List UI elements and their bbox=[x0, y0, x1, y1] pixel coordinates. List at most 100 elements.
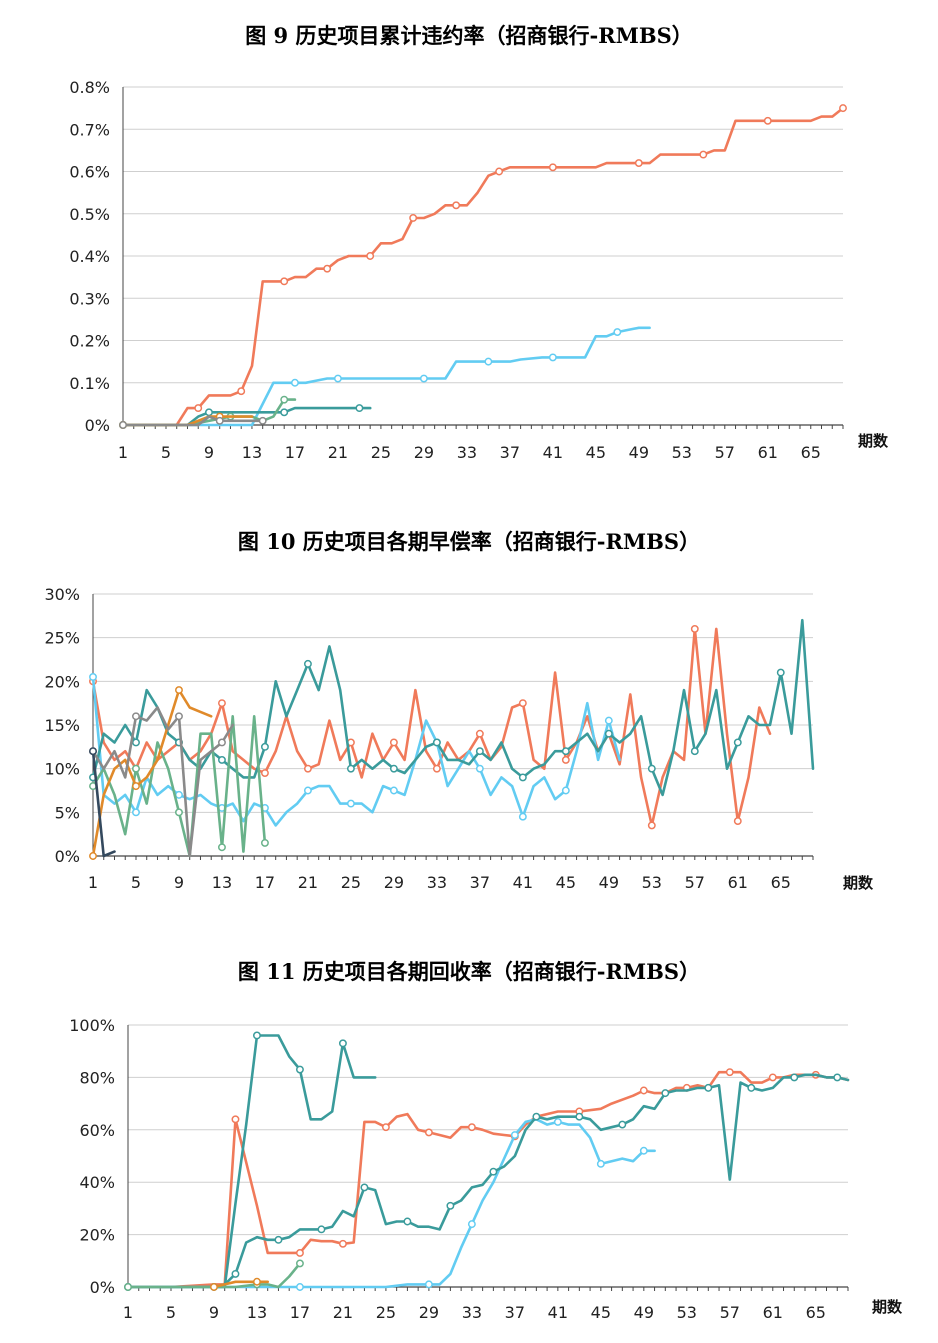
chart-3-x-tick-label: 49 bbox=[634, 1303, 654, 1322]
chart-2-y-tick-label: 5% bbox=[55, 803, 80, 822]
chart-3-series-1-point bbox=[725, 1068, 734, 1077]
chart-3-series-3-point bbox=[317, 1225, 326, 1234]
chart-2-x-tick-label: 1 bbox=[88, 873, 98, 892]
chart-2-series-1-point bbox=[518, 699, 527, 708]
chart-2-x-axis-name: 期数 bbox=[843, 874, 874, 892]
chart-1-x-tick-label: 61 bbox=[758, 443, 778, 462]
chart-2-series-2-line bbox=[91, 675, 621, 827]
chart-2-series-4-point bbox=[260, 838, 269, 847]
chart-1-series-1-point bbox=[763, 116, 772, 125]
chart-3-y-tick-label: 0% bbox=[90, 1278, 115, 1297]
chart-3-series-2-point bbox=[553, 1117, 562, 1126]
chart-3-series-4-point bbox=[253, 1031, 261, 1040]
chart-2-series-5-line bbox=[91, 688, 213, 858]
chart-3-y-tick-label: 60% bbox=[79, 1121, 115, 1140]
chart-3-series-2-point bbox=[467, 1220, 476, 1229]
chart-1-series-2-point bbox=[290, 378, 299, 387]
chart-1-y-tick-label: 0.3% bbox=[69, 289, 110, 308]
chart-1-series-2-point bbox=[484, 357, 493, 366]
chart-3-x-tick-label: 21 bbox=[333, 1303, 353, 1322]
chart-3-x-tick-label: 37 bbox=[505, 1303, 525, 1322]
chart-3-series-5-point bbox=[124, 1283, 132, 1291]
chart-1-series-6-point bbox=[215, 416, 224, 425]
chart-3-series-4-point bbox=[338, 1039, 347, 1048]
chart-1-series-1-point bbox=[634, 159, 643, 168]
chart-3-series-5-point bbox=[295, 1259, 304, 1268]
chart-2-series-2-point bbox=[604, 716, 613, 725]
chart-2-x-tick-label: 49 bbox=[599, 873, 619, 892]
chart-1-x-tick-label: 29 bbox=[414, 443, 434, 462]
chart-2-series-3-point bbox=[303, 659, 312, 668]
chart-3-y-tick-label: 80% bbox=[79, 1068, 115, 1087]
chart-1-y-tick-label: 0.7% bbox=[69, 120, 110, 139]
chart-1-x-tick-label: 9 bbox=[204, 443, 214, 462]
chart-3-x-tick-label: 57 bbox=[720, 1303, 740, 1322]
chart-3-series-1-point bbox=[295, 1248, 304, 1257]
chart-2-series-5-point bbox=[175, 686, 183, 695]
chart-3-series-2-point bbox=[596, 1159, 605, 1168]
chart-1-x-tick-label: 17 bbox=[285, 443, 305, 462]
chart-3-series-2-point bbox=[295, 1283, 304, 1291]
chart-2-x-tick-label: 9 bbox=[174, 873, 184, 892]
chart-2-series-5-point bbox=[89, 852, 97, 860]
chart-2-x-tick-label: 53 bbox=[642, 873, 662, 892]
chart-1-series-2-line bbox=[121, 326, 651, 427]
chart-1-series-2-point bbox=[419, 374, 428, 383]
chart-3-x-tick-label: 17 bbox=[290, 1303, 310, 1322]
chart-1-x-tick-label: 5 bbox=[161, 443, 171, 462]
chart-2-x-tick-label: 33 bbox=[427, 873, 447, 892]
chart-2-x-tick-label: 37 bbox=[470, 873, 490, 892]
chart-3-series-3-point bbox=[747, 1083, 756, 1092]
chart-3-series-3-point bbox=[618, 1120, 627, 1129]
chart-3-x-tick-label: 65 bbox=[806, 1303, 826, 1322]
chart-2-series-1-point bbox=[432, 764, 441, 773]
chart-2-title: 图 10 历史项目各期早偿率（招商银行-RMBS） bbox=[237, 529, 701, 554]
chart-3-x-tick-label: 33 bbox=[462, 1303, 482, 1322]
chart-2-series-1-point bbox=[260, 769, 269, 777]
chart-3-series-2-point bbox=[639, 1146, 648, 1155]
chart-1-x-tick-label: 65 bbox=[801, 443, 821, 462]
chart-1-y-tick-label: 0.8% bbox=[69, 78, 110, 97]
chart-1-y-tick-label: 0% bbox=[85, 416, 110, 435]
chart-3-series-3-point bbox=[790, 1073, 799, 1082]
chart-2-series-1-point bbox=[218, 699, 226, 708]
chart-2-x-tick-label: 5 bbox=[131, 873, 141, 892]
chart-2-series-2-point bbox=[475, 764, 484, 773]
chart-3-x-tick-label: 25 bbox=[376, 1303, 396, 1322]
chart-2-y-tick-label: 0% bbox=[55, 847, 80, 866]
chart-3-series-3-point bbox=[360, 1183, 369, 1192]
chart-2-x-tick-label: 13 bbox=[212, 873, 232, 892]
chart-2-x-tick-label: 41 bbox=[513, 873, 533, 892]
chart-1-x-tick-label: 49 bbox=[629, 443, 649, 462]
chart-3-x-tick-label: 45 bbox=[591, 1303, 611, 1322]
chart-3-series-3-point bbox=[833, 1073, 842, 1082]
chart-2-series-3-point bbox=[518, 773, 527, 782]
chart-2-series-4-point bbox=[218, 843, 226, 852]
chart-3-x-tick-label: 41 bbox=[548, 1303, 568, 1322]
chart-2-series-6-point bbox=[218, 738, 226, 747]
chart-3-series-3-line bbox=[126, 1073, 850, 1289]
chart-1-y-tick-label: 0.1% bbox=[69, 374, 110, 393]
chart-1-title: 图 9 历史项目累计违约率（招商银行-RMBS） bbox=[245, 23, 693, 48]
chart-2-series-3-point bbox=[132, 738, 140, 747]
chart-2-series-1-point bbox=[389, 738, 398, 747]
chart-1-x-tick-label: 37 bbox=[500, 443, 520, 462]
chart-1-series-1-point bbox=[323, 264, 332, 273]
chart-3-series-1-point bbox=[768, 1073, 777, 1082]
chart-3-series-6-point bbox=[210, 1283, 218, 1291]
chart-2-series-2-point bbox=[175, 790, 183, 799]
chart-3-y-tick-label: 100% bbox=[69, 1016, 115, 1035]
chart-3-x-tick-label: 5 bbox=[166, 1303, 176, 1322]
chart-2-series-2-point bbox=[389, 786, 398, 795]
chart-1-x-tick-label: 41 bbox=[543, 443, 563, 462]
chart-2-series-3-point bbox=[389, 764, 398, 773]
chart-2-x-tick-label: 65 bbox=[771, 873, 791, 892]
chart-3-series-4-line bbox=[212, 1034, 377, 1289]
chart-2-series-6-point bbox=[175, 712, 183, 721]
chart-1-series-2-point bbox=[333, 374, 342, 383]
chart-2-series-3-point bbox=[647, 764, 656, 773]
chart-2-series-3-point bbox=[346, 764, 355, 773]
chart-2-series-4-point bbox=[132, 764, 140, 773]
chart-1-y-tick-label: 0.5% bbox=[69, 205, 110, 224]
